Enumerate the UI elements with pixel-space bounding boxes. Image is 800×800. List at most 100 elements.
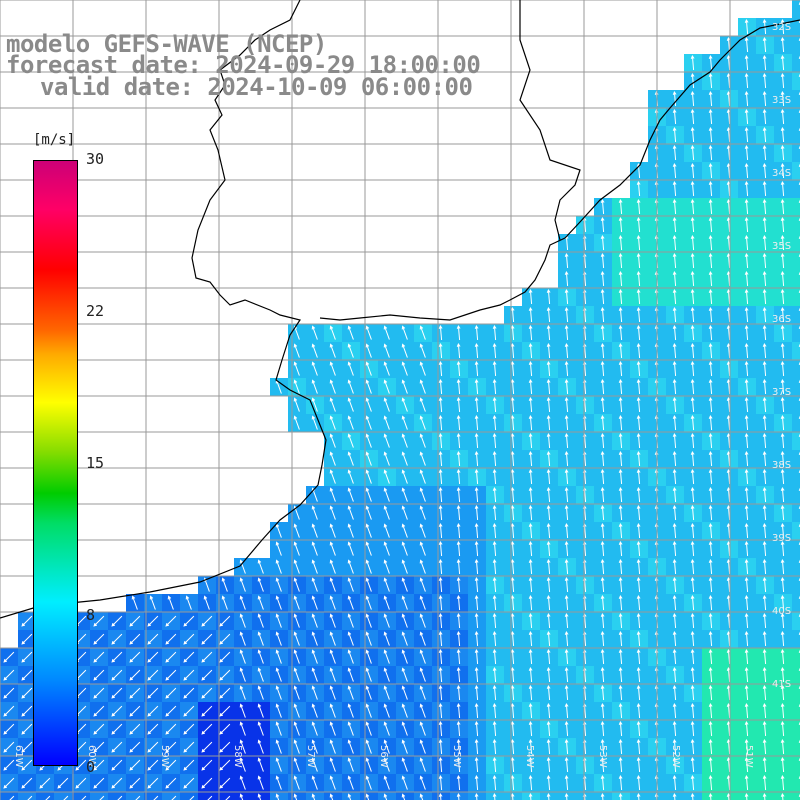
wind-arrow	[564, 558, 569, 575]
wind-arrow	[329, 505, 336, 520]
wind-arrow	[401, 559, 408, 574]
wind-arrow	[636, 576, 641, 593]
wind-arrow	[564, 252, 569, 269]
wind-arrow	[239, 721, 246, 736]
wind-arrow	[636, 252, 641, 269]
wind-arrow	[311, 343, 318, 358]
wind-arrow	[618, 360, 623, 377]
wind-arrow	[708, 792, 713, 800]
wind-arrow	[780, 522, 785, 539]
wind-arrow	[456, 504, 461, 521]
wind-arrow	[165, 687, 177, 699]
wind-arrow	[546, 396, 551, 413]
wind-arrow	[708, 90, 713, 107]
wind-arrow	[708, 126, 713, 143]
wind-arrow	[690, 756, 695, 773]
wind-arrow	[708, 414, 713, 431]
wind-arrow	[762, 126, 767, 143]
wind-arrow	[780, 198, 785, 215]
wind-arrow	[257, 631, 264, 646]
wind-arrow	[546, 558, 551, 575]
wind-arrow	[672, 450, 677, 467]
wind-arrow	[564, 738, 569, 755]
wind-arrow	[744, 162, 749, 179]
latitude-label: 40S	[772, 606, 791, 617]
wind-arrow	[564, 774, 569, 791]
wind-arrow	[99, 795, 105, 800]
wind-arrow	[329, 577, 336, 592]
wind-arrow	[564, 270, 569, 287]
longitude-label: 53W	[597, 745, 608, 768]
wind-arrow	[419, 415, 426, 430]
wind-arrow	[762, 702, 767, 719]
wind-arrow	[510, 594, 515, 611]
wind-arrow	[474, 504, 479, 521]
wind-arrow	[618, 252, 623, 269]
wind-arrow	[510, 666, 515, 683]
wind-arrow	[744, 684, 749, 701]
wind-arrow	[708, 216, 713, 233]
wind-arrow	[690, 252, 695, 269]
wind-arrow	[528, 486, 533, 503]
wind-arrow	[492, 414, 497, 431]
wind-arrow	[564, 702, 569, 719]
wind-arrow	[311, 649, 318, 664]
wind-arrow	[636, 558, 641, 575]
wind-arrow	[762, 396, 767, 413]
wind-arrow	[546, 522, 551, 539]
wind-arrow	[492, 630, 497, 647]
wind-arrow	[365, 343, 372, 358]
wind-arrow	[293, 397, 300, 412]
wind-arrow	[690, 396, 695, 413]
colorbar-tick: 0	[86, 758, 96, 776]
wind-arrow	[492, 666, 497, 683]
wind-arrow	[744, 36, 749, 53]
wind-arrow	[293, 523, 300, 538]
wind-arrow	[618, 792, 623, 800]
wind-arrow	[21, 723, 33, 735]
wind-arrow	[293, 415, 300, 430]
wind-arrow	[401, 631, 408, 646]
wind-arrow	[744, 234, 749, 251]
wind-arrow	[456, 414, 461, 431]
wind-arrow	[147, 651, 159, 663]
wind-arrow	[257, 703, 264, 718]
wind-arrow	[780, 666, 785, 683]
wind-arrow	[564, 648, 569, 665]
wind-arrow	[492, 720, 497, 737]
wind-arrow	[546, 666, 551, 683]
wind-arrow	[690, 288, 695, 305]
wind-arrow	[618, 378, 623, 395]
wind-arrow	[600, 576, 605, 593]
wind-arrow	[401, 703, 408, 718]
wind-arrow	[744, 90, 749, 107]
wind-arrow	[311, 631, 318, 646]
wind-arrow	[690, 648, 695, 665]
wind-arrow	[600, 540, 605, 557]
wind-arrow	[546, 288, 551, 305]
wind-arrow	[780, 306, 785, 323]
wind-arrow	[401, 775, 408, 790]
wind-arrow	[564, 684, 569, 701]
wind-arrow	[311, 685, 318, 700]
wind-arrow	[690, 612, 695, 629]
wind-arrow	[528, 648, 533, 665]
wind-arrow	[564, 720, 569, 737]
wind-arrow	[147, 669, 159, 681]
wind-arrow	[744, 378, 749, 395]
wind-arrow	[762, 252, 767, 269]
wind-arrow	[474, 432, 479, 449]
wind-arrow	[474, 522, 479, 539]
wind-arrow	[185, 595, 192, 610]
wind-arrow	[618, 738, 623, 755]
wind-arrow	[183, 705, 195, 717]
wind-arrow	[365, 397, 372, 412]
wind-arrow	[780, 18, 785, 35]
wind-arrow	[474, 792, 479, 800]
wind-arrow	[456, 522, 461, 539]
wind-arrow	[780, 432, 785, 449]
wind-arrow	[492, 360, 497, 377]
wind-arrow	[672, 720, 677, 737]
wind-arrow	[690, 432, 695, 449]
wind-arrow	[311, 757, 318, 772]
